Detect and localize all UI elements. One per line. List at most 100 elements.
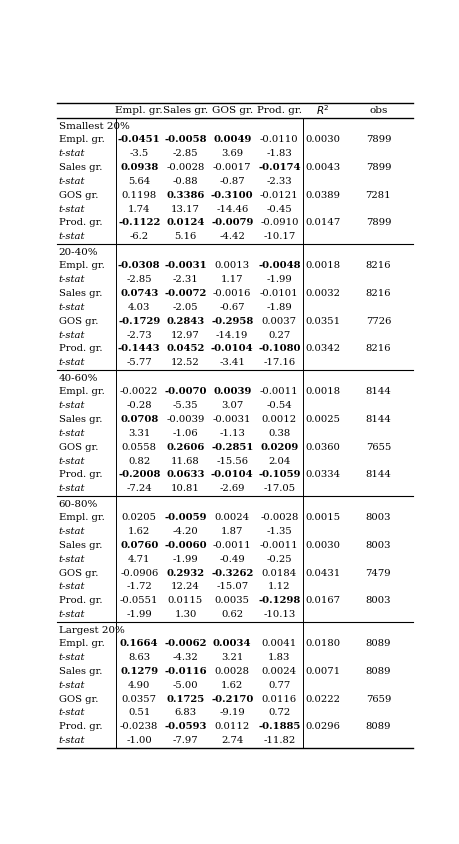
- Text: GOS gr.: GOS gr.: [59, 695, 98, 704]
- Text: 0.2843: 0.2843: [166, 316, 205, 326]
- Text: -10.13: -10.13: [263, 610, 296, 619]
- Text: t-stat: t-stat: [59, 232, 85, 241]
- Text: 4.03: 4.03: [128, 303, 151, 311]
- Text: Empl. gr.: Empl. gr.: [59, 387, 105, 396]
- Text: 13.17: 13.17: [171, 204, 200, 214]
- Text: 0.0147: 0.0147: [306, 219, 341, 228]
- Text: 8003: 8003: [366, 541, 391, 549]
- Text: 8003: 8003: [366, 513, 391, 522]
- Text: -3.41: -3.41: [219, 359, 245, 367]
- Text: -0.88: -0.88: [173, 176, 198, 186]
- Text: 7655: 7655: [366, 442, 391, 452]
- Text: Prod. gr.: Prod. gr.: [59, 722, 102, 732]
- Text: -0.1059: -0.1059: [258, 470, 301, 479]
- Text: t-stat: t-stat: [59, 457, 85, 466]
- Text: 0.0180: 0.0180: [306, 639, 341, 648]
- Text: 6.83: 6.83: [174, 708, 196, 717]
- Text: 0.1725: 0.1725: [166, 695, 205, 704]
- Text: -0.0174: -0.0174: [258, 163, 301, 172]
- Text: 0.0357: 0.0357: [122, 695, 157, 704]
- Text: -2.31: -2.31: [173, 275, 198, 284]
- Text: -0.1298: -0.1298: [258, 597, 301, 605]
- Text: -0.3262: -0.3262: [211, 569, 253, 577]
- Text: -1.99: -1.99: [267, 275, 292, 284]
- Text: 8.63: 8.63: [128, 652, 150, 662]
- Text: -0.0593: -0.0593: [164, 722, 207, 732]
- Text: -2.05: -2.05: [173, 303, 198, 311]
- Text: t-stat: t-stat: [59, 275, 85, 284]
- Text: -0.1122: -0.1122: [118, 219, 160, 228]
- Text: Sales gr.: Sales gr.: [59, 163, 102, 172]
- Text: 0.0938: 0.0938: [120, 163, 158, 172]
- Text: 0.0012: 0.0012: [262, 414, 297, 424]
- Text: 7899: 7899: [366, 163, 391, 172]
- Text: 0.0112: 0.0112: [215, 722, 250, 732]
- Text: GOS gr.: GOS gr.: [59, 191, 98, 200]
- Text: 0.82: 0.82: [128, 457, 150, 466]
- Text: -0.0060: -0.0060: [164, 541, 207, 549]
- Text: -0.0031: -0.0031: [164, 261, 207, 270]
- Text: 8216: 8216: [366, 289, 391, 298]
- Text: 0.0035: 0.0035: [215, 597, 250, 605]
- Text: 0.2606: 0.2606: [166, 442, 205, 452]
- Text: -0.0238: -0.0238: [120, 722, 158, 732]
- Text: -5.77: -5.77: [126, 359, 152, 367]
- Text: 5.16: 5.16: [174, 232, 196, 241]
- Text: -0.0121: -0.0121: [260, 191, 299, 200]
- Text: 12.52: 12.52: [171, 359, 200, 367]
- Text: 0.0360: 0.0360: [306, 442, 341, 452]
- Text: -0.0308: -0.0308: [118, 261, 161, 270]
- Text: 1.30: 1.30: [174, 610, 196, 619]
- Text: 0.0760: 0.0760: [120, 541, 158, 549]
- Text: -4.32: -4.32: [173, 652, 198, 662]
- Text: -5.35: -5.35: [173, 401, 198, 410]
- Text: 0.0708: 0.0708: [120, 414, 158, 424]
- Text: Empl. gr.: Empl. gr.: [115, 106, 163, 115]
- Text: 0.0743: 0.0743: [120, 289, 158, 298]
- Text: 0.0028: 0.0028: [215, 667, 250, 676]
- Text: 3.07: 3.07: [221, 401, 243, 410]
- Text: -0.0017: -0.0017: [213, 163, 252, 172]
- Text: 0.0043: 0.0043: [306, 163, 341, 172]
- Text: 7899: 7899: [366, 219, 391, 228]
- Text: 8089: 8089: [366, 667, 391, 676]
- Text: 0.1198: 0.1198: [122, 191, 157, 200]
- Text: 0.1664: 0.1664: [120, 639, 158, 648]
- Text: 7899: 7899: [366, 135, 391, 144]
- Text: -0.0048: -0.0048: [258, 261, 301, 270]
- Text: -0.1885: -0.1885: [258, 722, 301, 732]
- Text: 0.27: 0.27: [268, 331, 291, 339]
- Text: 8144: 8144: [365, 387, 392, 396]
- Text: 0.0030: 0.0030: [306, 135, 341, 144]
- Text: 11.68: 11.68: [171, 457, 200, 466]
- Text: 0.0209: 0.0209: [260, 442, 298, 452]
- Text: 7659: 7659: [366, 695, 391, 704]
- Text: GOS gr.: GOS gr.: [212, 106, 253, 115]
- Text: 0.0018: 0.0018: [306, 261, 341, 270]
- Text: 0.38: 0.38: [268, 429, 291, 438]
- Text: 8089: 8089: [366, 639, 391, 648]
- Text: t-stat: t-stat: [59, 736, 85, 745]
- Text: 8216: 8216: [366, 261, 391, 270]
- Text: 4.71: 4.71: [128, 555, 151, 564]
- Text: -0.45: -0.45: [267, 204, 292, 214]
- Text: 10.81: 10.81: [171, 484, 200, 494]
- Text: 0.0041: 0.0041: [262, 639, 297, 648]
- Text: -14.46: -14.46: [216, 204, 248, 214]
- Text: Empl. gr.: Empl. gr.: [59, 135, 105, 144]
- Text: 0.0049: 0.0049: [213, 135, 252, 144]
- Text: 8144: 8144: [365, 470, 392, 479]
- Text: -0.2170: -0.2170: [211, 695, 253, 704]
- Text: 3.31: 3.31: [128, 429, 151, 438]
- Text: t-stat: t-stat: [59, 204, 85, 214]
- Text: t-stat: t-stat: [59, 582, 85, 592]
- Text: 0.62: 0.62: [221, 610, 243, 619]
- Text: 0.0184: 0.0184: [262, 569, 297, 577]
- Text: -0.0011: -0.0011: [260, 541, 299, 549]
- Text: Empl. gr.: Empl. gr.: [59, 261, 105, 270]
- Text: 2.74: 2.74: [221, 736, 243, 745]
- Text: 0.0633: 0.0633: [166, 470, 205, 479]
- Text: 0.0015: 0.0015: [306, 513, 341, 522]
- Text: 0.3386: 0.3386: [166, 191, 205, 200]
- Text: -17.05: -17.05: [263, 484, 296, 494]
